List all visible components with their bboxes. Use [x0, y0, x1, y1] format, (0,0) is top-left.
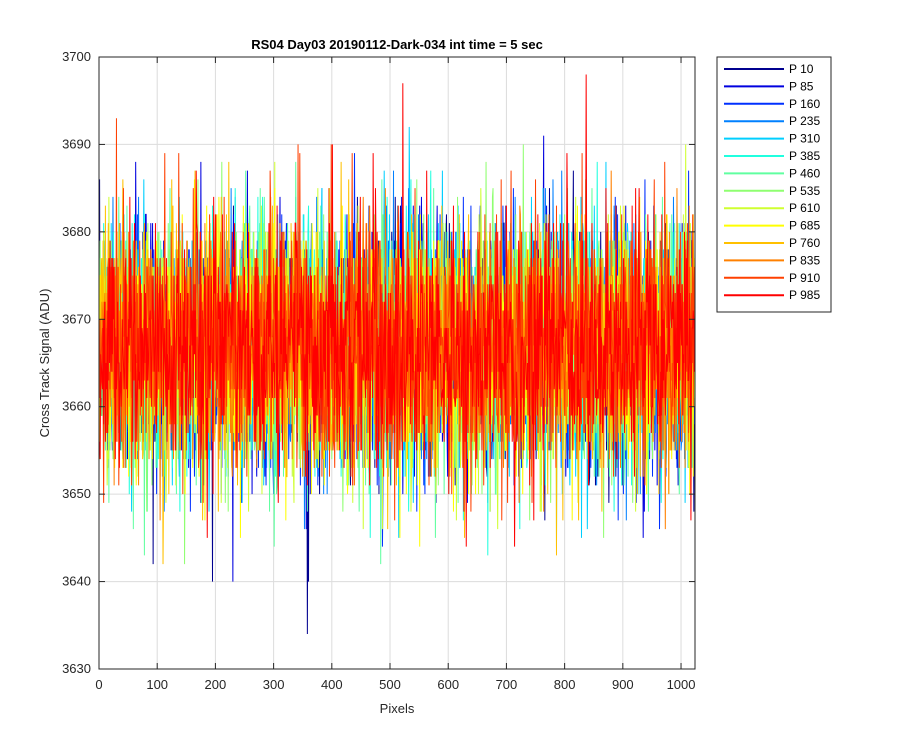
- legend-label: P 460: [789, 166, 820, 180]
- legend-label: P 10: [789, 62, 814, 76]
- legend-label: P 385: [789, 149, 820, 163]
- x-tick-label: 700: [496, 677, 518, 692]
- legend-label: P 685: [789, 219, 820, 233]
- legend: P 10 P 85 P 160 P 235 P 310 P 385 P 460 P 535 P …: [716, 56, 832, 313]
- legend-label: P 610: [789, 201, 820, 215]
- legend-label: P 85: [789, 79, 814, 93]
- legend-label: P 235: [789, 114, 820, 128]
- y-tick-label: 3660: [62, 399, 91, 414]
- axis-ticks: [98, 56, 695, 670]
- legend-label: P 535: [789, 184, 820, 198]
- y-tick-label: 3700: [62, 49, 91, 64]
- series-line-p-985: [99, 74, 695, 547]
- y-tick-label: 3670: [62, 311, 91, 326]
- x-tick-label: 800: [554, 677, 576, 692]
- x-tick-label: 200: [205, 677, 227, 692]
- y-tick-label: 3650: [62, 486, 91, 501]
- x-tick-label: 500: [379, 677, 401, 692]
- y-tick-label: 3690: [62, 136, 91, 151]
- legend-label: P 310: [789, 132, 820, 146]
- x-axis-label: Pixels: [380, 701, 415, 716]
- legend-label: P 985: [789, 288, 820, 302]
- x-tick-label: 300: [263, 677, 285, 692]
- x-tick-label: 400: [321, 677, 343, 692]
- x-tick-label: 600: [437, 677, 459, 692]
- series-layer: [99, 74, 695, 635]
- x-tick-label: 900: [612, 677, 634, 692]
- legend-label: P 160: [789, 97, 820, 111]
- x-tick-label: 1000: [667, 677, 696, 692]
- y-tick-label: 3630: [62, 661, 91, 676]
- y-tick-label: 3640: [62, 574, 91, 589]
- chart-title: RS04 Day03 20190112-Dark-034 int time = …: [251, 37, 543, 52]
- x-tick-label: 0: [95, 677, 102, 692]
- plot-frame: [98, 56, 696, 670]
- legend-label: P 835: [789, 253, 820, 267]
- y-axis-label: Cross Track Signal (ADU): [37, 289, 52, 438]
- legend-label: P 910: [789, 271, 820, 285]
- y-tick-label: 3680: [62, 224, 91, 239]
- x-tick-label: 100: [146, 677, 168, 692]
- axis-tick-labels: 0 100 200 300 400 500 600 700 800 900 1000 3630 3640…: [62, 49, 695, 692]
- legend-box: [716, 56, 832, 313]
- legend-label: P 760: [789, 236, 820, 250]
